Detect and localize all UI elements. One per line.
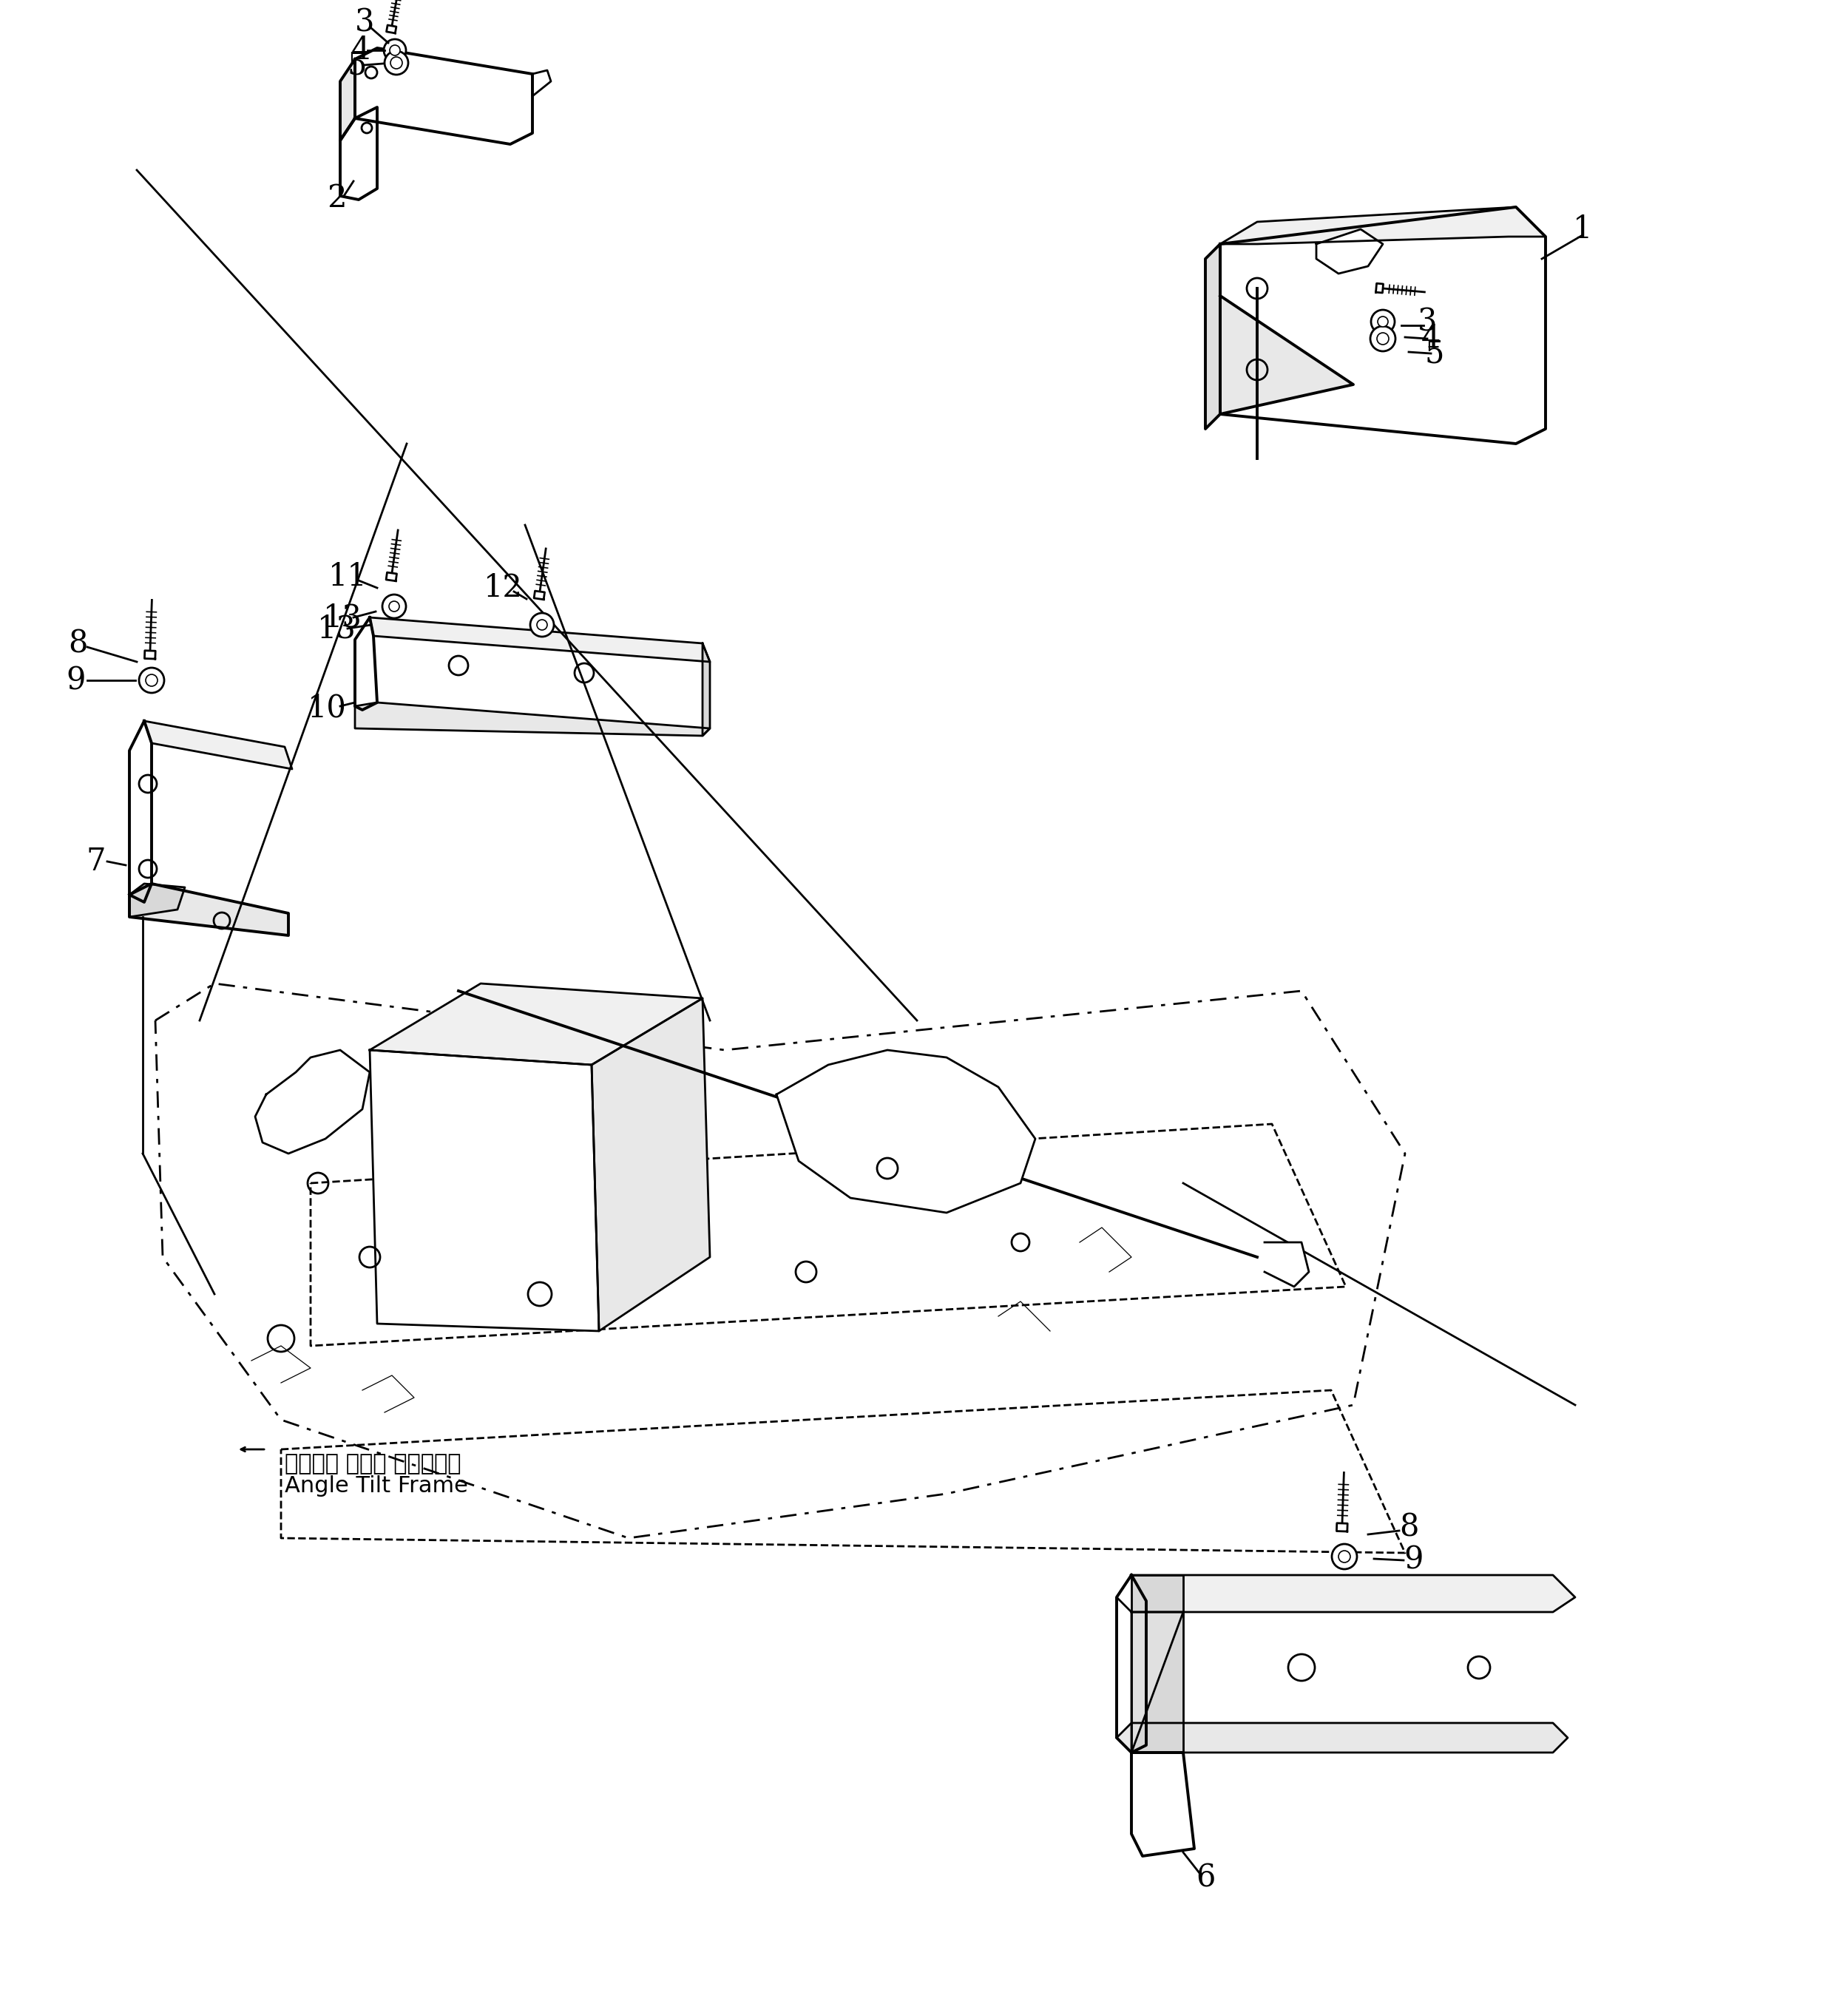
- Circle shape: [1371, 310, 1395, 334]
- Circle shape: [146, 674, 157, 686]
- Polygon shape: [532, 70, 551, 96]
- Polygon shape: [129, 720, 152, 902]
- Circle shape: [1338, 1551, 1351, 1563]
- Text: 4: 4: [351, 34, 371, 66]
- Polygon shape: [591, 998, 710, 1331]
- Circle shape: [1377, 316, 1388, 326]
- Text: 13: 13: [323, 602, 362, 632]
- Polygon shape: [129, 884, 185, 916]
- Text: アングル チルト フレーム．: アングル チルト フレーム．: [285, 1453, 460, 1475]
- Text: 8: 8: [68, 628, 87, 658]
- Polygon shape: [340, 108, 377, 200]
- Text: 5: 5: [347, 50, 368, 80]
- Polygon shape: [1116, 1723, 1567, 1753]
- Polygon shape: [340, 60, 355, 140]
- Polygon shape: [1131, 1575, 1183, 1753]
- Polygon shape: [386, 26, 395, 34]
- Circle shape: [390, 56, 403, 68]
- Circle shape: [538, 620, 547, 630]
- Polygon shape: [255, 1051, 370, 1153]
- Polygon shape: [370, 1051, 599, 1331]
- Text: 9: 9: [1404, 1545, 1423, 1577]
- Circle shape: [390, 46, 399, 56]
- Polygon shape: [1116, 1575, 1574, 1613]
- Text: 5: 5: [1425, 338, 1445, 368]
- Polygon shape: [1220, 206, 1545, 244]
- Text: 9: 9: [67, 664, 85, 696]
- Polygon shape: [144, 720, 292, 768]
- Polygon shape: [355, 618, 377, 710]
- Text: 12: 12: [484, 572, 523, 604]
- Circle shape: [1332, 1545, 1356, 1569]
- Text: Angle Tilt Frame: Angle Tilt Frame: [285, 1475, 468, 1497]
- Text: 2: 2: [327, 182, 346, 214]
- Polygon shape: [355, 702, 710, 736]
- Polygon shape: [534, 590, 545, 600]
- Text: 3: 3: [355, 6, 375, 38]
- Polygon shape: [144, 650, 155, 658]
- Polygon shape: [129, 884, 288, 934]
- Circle shape: [388, 600, 399, 612]
- Text: 4: 4: [1421, 322, 1441, 354]
- Text: 10: 10: [307, 692, 346, 722]
- Polygon shape: [1205, 244, 1220, 428]
- Circle shape: [383, 594, 407, 618]
- Circle shape: [139, 668, 164, 692]
- Polygon shape: [370, 618, 710, 662]
- Polygon shape: [1264, 1243, 1308, 1287]
- Circle shape: [1377, 332, 1390, 344]
- Circle shape: [1369, 326, 1395, 352]
- Polygon shape: [1377, 284, 1384, 292]
- Text: 11: 11: [329, 560, 368, 592]
- Polygon shape: [702, 644, 710, 736]
- Polygon shape: [1131, 1753, 1194, 1857]
- Text: 7: 7: [87, 846, 105, 876]
- Text: 1: 1: [1573, 214, 1593, 244]
- Text: 13: 13: [316, 612, 357, 644]
- Polygon shape: [386, 572, 397, 580]
- Text: 6: 6: [1196, 1863, 1216, 1893]
- Polygon shape: [1220, 296, 1353, 414]
- Polygon shape: [370, 984, 702, 1065]
- Polygon shape: [776, 1051, 1035, 1213]
- Text: 8: 8: [1399, 1511, 1419, 1543]
- Polygon shape: [1131, 1613, 1183, 1753]
- Polygon shape: [1220, 206, 1545, 444]
- Circle shape: [384, 40, 407, 62]
- Circle shape: [530, 612, 554, 636]
- Text: 3: 3: [1417, 306, 1438, 338]
- Polygon shape: [1316, 230, 1382, 274]
- Polygon shape: [355, 48, 532, 144]
- Circle shape: [384, 50, 408, 74]
- Polygon shape: [1336, 1523, 1347, 1531]
- Polygon shape: [1116, 1575, 1146, 1753]
